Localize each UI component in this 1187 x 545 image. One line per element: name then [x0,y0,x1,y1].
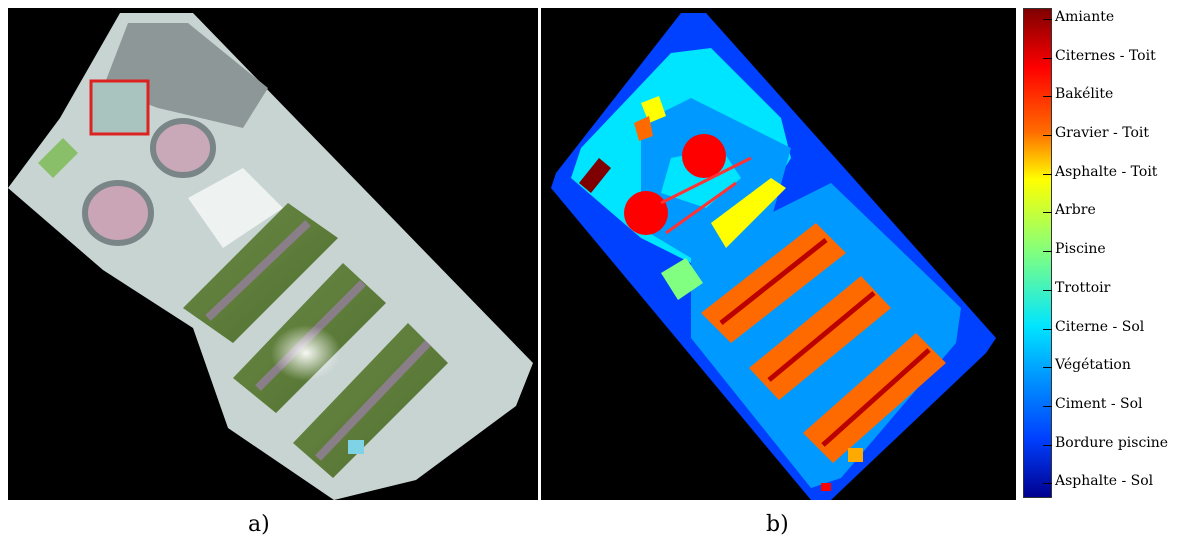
colorbar-tick [1043,212,1052,213]
colorbar-tick [1043,251,1052,252]
legend-label: Asphalte - Sol [1055,473,1154,489]
caption-a: a) [248,512,270,537]
classification-map [541,8,1016,500]
classification-map-panel [541,8,1016,500]
legend-label: Bakélite [1055,86,1114,102]
colorbar-tick [1043,483,1052,484]
colorbar-tick [1043,19,1052,20]
colorbar [1023,8,1052,498]
colorbar-tick [1043,135,1052,136]
colorbar-tick [1043,329,1052,330]
colorbar-tick [1043,290,1052,291]
legend-label: Piscine [1055,241,1106,257]
colorbar-tick [1043,96,1052,97]
legend-label: Gravier - Toit [1055,125,1150,141]
aerial-image-panel [8,8,538,500]
colorbar-tick [1043,367,1052,368]
aerial-image [8,8,538,500]
legend-label: Trottoir [1055,280,1111,296]
colorbar-tick [1043,406,1052,407]
legend-label: Amiante [1055,9,1115,25]
legend-label: Asphalte - Toit [1055,164,1158,180]
colorbar-tick [1043,174,1052,175]
legend-label: Arbre [1055,202,1096,218]
legend-label: Ciment - Sol [1055,396,1143,412]
colorbar-tick [1043,445,1052,446]
legend-label: Végétation [1055,357,1131,373]
legend-label: Citerne - Sol [1055,319,1145,335]
caption-b: b) [766,512,789,537]
legend-label: Bordure piscine [1055,435,1169,451]
legend-label: Citernes - Toit [1055,48,1156,64]
colorbar-tick [1043,58,1052,59]
